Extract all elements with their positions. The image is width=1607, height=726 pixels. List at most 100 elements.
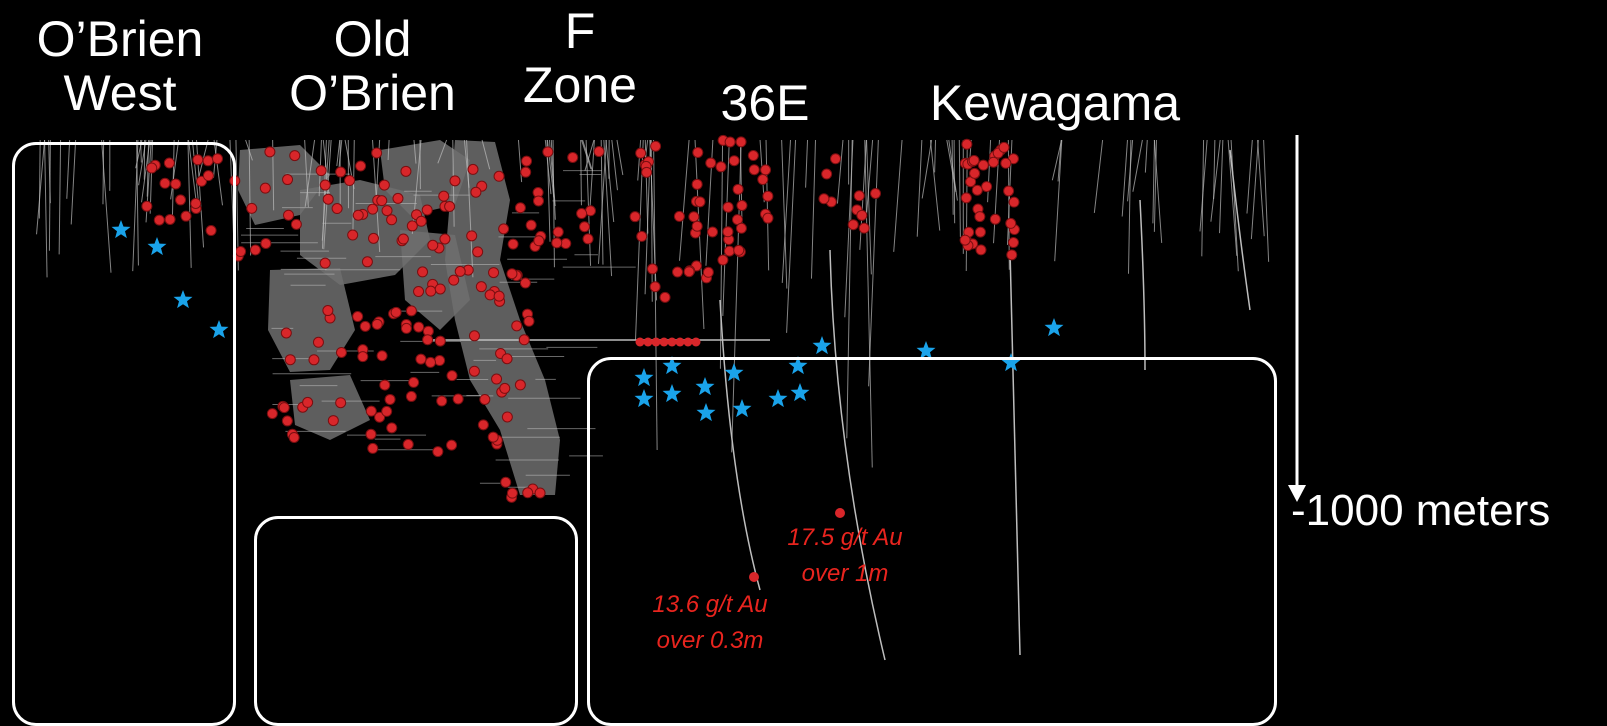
intercept-dot-icon [974,226,986,238]
deep-drill-trace [1229,149,1251,311]
intercept-dot-icon [454,265,466,277]
drill-trace [836,139,844,204]
intercept-dot-icon [352,311,364,323]
intercept-dot-icon [302,396,314,408]
target-box-obrien-west [12,142,236,726]
intercept-dot-icon [491,373,503,385]
drill-trace [1246,139,1253,214]
intercept-dot-icon [532,195,544,207]
depth-arrow [1288,135,1306,502]
intercept-dot-icon [202,170,214,182]
intercept-dot-icon [371,318,383,330]
drill-trace [1230,139,1239,272]
zone-label-line: 36E [720,75,810,131]
intercept-dot-icon [732,183,744,195]
intercept-dot-icon [448,274,460,286]
drill-trace [958,139,961,237]
intercept-dot-icon [406,220,418,232]
intercept-dot-icon [365,405,377,417]
intercept-dot-icon [702,266,714,278]
target-star-icon [1001,353,1021,372]
intercept-dot-icon [390,306,402,318]
intercept-dot-icon [683,337,693,347]
intercept-dot-icon [736,199,748,211]
assay-grade: 13.6 g/t Au [652,591,768,618]
drill-trace [781,139,792,283]
intercept-dot-icon [477,419,489,431]
intercept-dot-icon [735,222,747,234]
deep-drill-trace [1009,249,1021,656]
intercept-dot-icon [246,202,258,214]
intercept-dot-icon [402,438,414,450]
drill-trace [1199,139,1208,232]
target-star-icon [147,237,167,256]
drill-trace [605,139,615,223]
intercept-dot-icon [1008,196,1020,208]
intercept-dot-icon [506,487,518,499]
intercept-dot-icon [264,146,276,158]
assay-width: over 0.3m [656,627,764,654]
intercept-dot-icon [659,291,671,303]
intercept-dot-icon [352,209,364,221]
target-star-icon [173,290,193,309]
intercept-dot-icon [747,150,759,162]
intercept-dot-icon [374,411,386,423]
stope-shape [445,140,560,495]
drill-trace [611,139,618,191]
drill-trace [191,139,200,207]
intercept-dot-icon [593,146,605,158]
intercept-dot-icon [153,214,165,226]
drill-trace [321,139,327,249]
intercept-dot-icon [715,161,727,173]
assay-annotation: 13.6 g/t Au over 0.3m [630,587,790,659]
intercept-dot-icon [421,204,433,216]
assay-grade: 17.5 g/t Au [787,524,903,551]
drill-trace [58,139,62,255]
intercept-dot-icon [468,365,480,377]
drill-trace [66,139,71,199]
intercept-dot-icon [386,214,398,226]
intercept-dot-icon [376,195,388,207]
drill-trace [781,139,788,289]
drill-trace [187,139,192,268]
intercept-dot-icon [159,177,171,189]
intercept-dot-icon [379,379,391,391]
drill-trace [481,139,491,170]
drill-trace [44,139,48,278]
intercept-dot-icon [533,235,545,247]
intercept-dot-icon [367,203,379,215]
drill-trace [248,139,252,256]
drill-trace [413,139,417,164]
intercept-dot-icon [164,213,176,225]
intercept-dot-icon [977,159,989,171]
drill-trace [141,139,151,203]
intercept-dot-icon [205,225,217,237]
intercept-dot-icon [475,281,487,293]
intercept-dot-icon [365,428,377,440]
intercept-dot-icon [659,337,669,347]
intercept-dot-icon [514,202,526,214]
intercept-dot-icon [858,222,870,234]
drill-trace [846,139,853,439]
drill-trace [1257,139,1265,237]
intercept-dot-icon [278,402,290,414]
intercepts [141,134,1020,582]
intercept-dot-icon [552,226,564,238]
target-star-icon [662,384,682,403]
intercept-dot-icon [235,246,247,258]
intercept-dot-icon [331,203,343,215]
intercept-dot-icon [260,237,272,249]
drill-trace [866,139,874,214]
target-star-icon [209,320,229,339]
intercept-dot-icon [975,244,987,256]
drill-trace [149,139,154,214]
intercept-dot-icon [392,192,404,204]
drill-trace [336,139,341,167]
target-star-icon [634,368,654,387]
intercept-dot-icon [281,415,293,427]
intercept-dot-icon [667,337,677,347]
intercept-dot-icon [560,238,572,250]
drill-trace [580,139,582,206]
intercept-dot-icon [384,393,396,405]
zone-label-line: O’Brien [36,11,204,67]
